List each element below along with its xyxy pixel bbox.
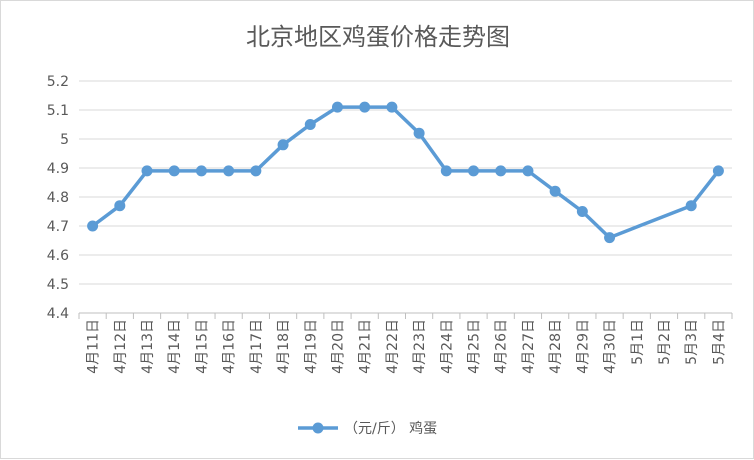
data-point [87, 220, 99, 232]
data-point [604, 232, 616, 244]
x-tick-label: 4月27日 [521, 319, 537, 374]
x-tick-label: 4月20日 [330, 319, 346, 374]
x-tick-label: 4月18日 [276, 319, 292, 374]
x-tick-label: 4月17日 [249, 319, 265, 374]
data-point [685, 200, 697, 212]
y-tick-label: 5.1 [47, 103, 69, 119]
legend-dot-marker [312, 422, 324, 434]
axes [78, 312, 733, 319]
x-tick-label: 4月24日 [439, 319, 455, 374]
x-tick-label: 4月13日 [140, 319, 156, 374]
data-point [168, 165, 180, 177]
y-tick-label: 4.9 [47, 161, 69, 177]
gridlines [79, 80, 732, 285]
data-point [440, 165, 452, 177]
data-point [495, 165, 507, 177]
x-tick-label: 4月28日 [548, 319, 564, 374]
data-point [386, 101, 398, 113]
y-tick-label: 4.7 [47, 219, 69, 235]
data-point [141, 165, 153, 177]
data-point [549, 185, 561, 197]
x-tick-label: 4月14日 [167, 319, 183, 374]
x-tick-label: 4月16日 [222, 319, 238, 374]
data-point [304, 119, 316, 130]
x-tick-label: 4月30日 [603, 319, 619, 374]
data-point [576, 206, 588, 217]
x-tick-label: 5月2日 [657, 319, 673, 365]
x-tick-label: 5月4日 [711, 319, 727, 365]
y-tick-label: 4.5 [47, 277, 69, 293]
y-tick-label: 4.6 [47, 248, 69, 264]
data-point [277, 139, 289, 151]
x-tick-label: 4月22日 [385, 319, 401, 374]
data-point [359, 101, 371, 113]
data-point [331, 101, 343, 113]
data-point [250, 165, 262, 177]
data-point [468, 165, 480, 177]
legend-entry-eggs: （元/斤） 鸡蛋 [344, 420, 437, 437]
data-point [413, 127, 425, 139]
x-tick-label: 5月3日 [684, 319, 700, 365]
x-tick-labels: 4月11日 4月12日 4月13日 4月14日 4月15日 4月16日 4月17日 4月18日… [86, 319, 728, 374]
x-tick-label: 4月29日 [575, 319, 591, 374]
y-tick-labels: 4.4 4.5 4.6 4.7 4.8 4.9 5 5.1 5.2 [47, 74, 69, 322]
x-tick-label: 4月26日 [494, 319, 510, 374]
x-tick-label: 4月21日 [358, 319, 374, 374]
x-tick-label: 4月15日 [194, 319, 210, 374]
x-tick-label: 4月23日 [412, 319, 428, 374]
data-point [712, 165, 724, 177]
y-tick-label: 4.4 [47, 306, 69, 322]
chart-title: 北京地区鸡蛋价格走势图 [246, 23, 510, 51]
x-tick-label: 4月19日 [303, 319, 319, 374]
series-line-eggs [91, 105, 720, 240]
data-point [195, 165, 207, 177]
data-point [522, 165, 534, 177]
y-tick-label: 5 [60, 132, 69, 148]
series-layer [87, 101, 724, 244]
x-tick-label: 4月12日 [113, 319, 129, 374]
data-point [223, 165, 235, 177]
x-tick-label: 4月25日 [467, 319, 483, 374]
data-point [114, 200, 126, 212]
x-tick-label: 5月1日 [630, 319, 646, 365]
x-tick-label: 4月11日 [86, 319, 102, 374]
y-tick-label: 4.8 [47, 190, 69, 206]
y-tick-label: 5.2 [47, 74, 69, 90]
legend: （元/斤） 鸡蛋 [298, 420, 437, 437]
